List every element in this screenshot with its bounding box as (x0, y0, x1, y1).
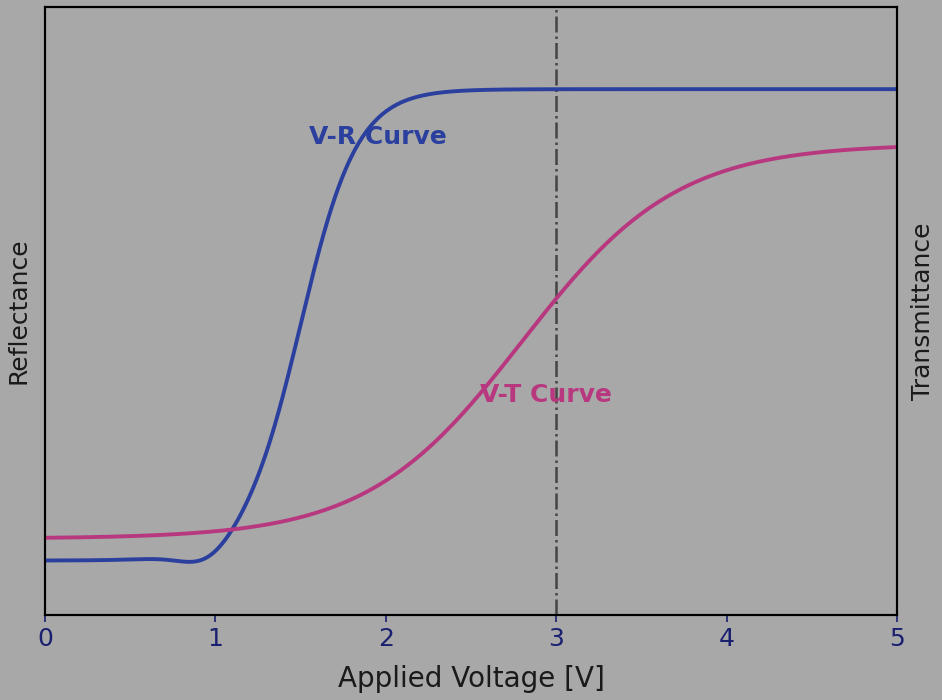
Y-axis label: Transmittance: Transmittance (911, 223, 935, 400)
Text: V-R Curve: V-R Curve (309, 125, 447, 149)
Y-axis label: Reflectance: Reflectance (7, 238, 31, 384)
Text: V-T Curve: V-T Curve (479, 383, 611, 407)
X-axis label: Applied Voltage [V]: Applied Voltage [V] (337, 665, 605, 693)
